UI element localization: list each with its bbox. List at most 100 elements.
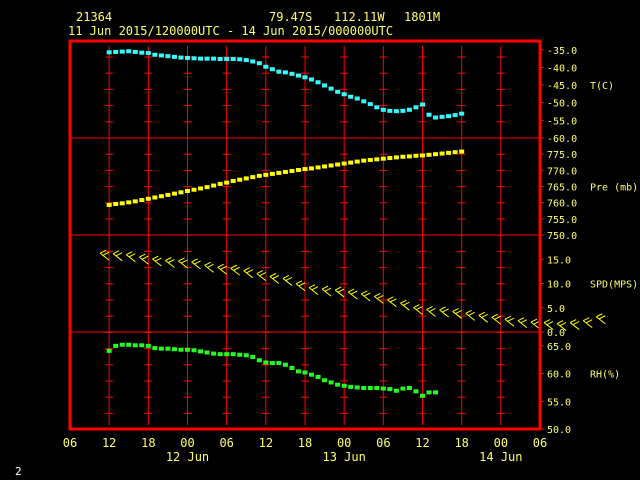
wind-barb [217, 263, 227, 275]
barb-shaft [139, 256, 149, 265]
data-point [393, 388, 399, 393]
wind-barb [334, 286, 345, 298]
barb-shaft [165, 260, 175, 268]
barb-flag [295, 280, 303, 285]
y-tick-label: -55.0 [547, 116, 577, 127]
data-point [354, 96, 360, 101]
barb-flag [256, 270, 264, 275]
barb-flag [181, 259, 188, 264]
barb-flag [403, 301, 410, 306]
data-point [380, 386, 386, 391]
barb-flag [350, 290, 358, 295]
data-point [276, 69, 282, 74]
barb-shaft [178, 260, 188, 269]
data-point [119, 201, 125, 206]
data-point [426, 112, 432, 117]
barb-flag [191, 258, 198, 263]
data-point [139, 343, 145, 348]
wind-barb [556, 320, 567, 331]
barb-shaft [321, 288, 332, 297]
data-point [387, 387, 393, 392]
wind-barb [347, 288, 358, 300]
barb-flag [559, 322, 567, 326]
y-tick-label: 55.0 [547, 397, 571, 408]
data-point [204, 350, 210, 355]
data-point [126, 49, 132, 54]
data-point [374, 157, 380, 162]
y-tick-label: -40.0 [547, 63, 577, 74]
data-point [165, 54, 171, 59]
axis-labels: -35.0 -40.0 -45.0 -50.0 -55.0 -60.0 T(C) 775.0 7… [63, 46, 638, 464]
barb-flag [129, 253, 136, 258]
wind-barb [569, 319, 580, 330]
barb-flag [455, 309, 462, 314]
y-tick-label: 60.0 [547, 370, 571, 381]
x-tick-label: 06 [63, 436, 77, 450]
data-point [367, 157, 373, 162]
barb-shaft [595, 316, 606, 325]
y-tick-label: 775.0 [547, 150, 577, 161]
wind-barb [491, 313, 502, 325]
barb-flag [321, 285, 329, 290]
data-point [341, 161, 347, 166]
barb-shaft [582, 320, 593, 329]
data-point [315, 165, 321, 170]
barb-flag [220, 265, 227, 270]
latitude: 79.47S [269, 10, 313, 24]
data-point [400, 386, 406, 391]
barb-flag [468, 311, 475, 316]
barb-flag [246, 269, 254, 274]
barb-flag [517, 317, 525, 322]
data-point [191, 56, 197, 61]
barb-flag [390, 298, 397, 303]
data-point [171, 191, 177, 196]
barb-shaft [152, 258, 162, 267]
barb-flag [546, 321, 554, 326]
data-point [295, 369, 301, 374]
wind-barb [269, 273, 280, 284]
barb-shaft [99, 252, 110, 261]
data-point [459, 111, 465, 116]
barb-shaft [478, 314, 489, 323]
data-point [178, 190, 184, 195]
data-point [400, 108, 406, 113]
data-point [289, 168, 295, 173]
data-point [282, 362, 288, 367]
data-point [341, 92, 347, 97]
y-tick-label: -45.0 [547, 81, 577, 92]
data-point [113, 49, 119, 54]
data-point [243, 176, 249, 181]
barb-shaft [439, 309, 449, 318]
barb-shaft [569, 322, 580, 330]
data-point [198, 349, 204, 354]
data-point [269, 361, 275, 366]
data-point [211, 183, 217, 188]
barb-flag [178, 257, 185, 262]
x-day-label: 12 Jun [166, 450, 209, 464]
barb-flag [494, 315, 502, 320]
data-point [361, 385, 367, 390]
barb-flag [282, 274, 290, 279]
data-point [237, 352, 243, 357]
wind-barb [360, 290, 371, 302]
data-point [250, 59, 256, 64]
data-point [132, 49, 138, 54]
y-tick-label: 0.0 [547, 328, 565, 339]
data-point [224, 352, 230, 357]
y-tick-label: 10.0 [547, 280, 571, 291]
data-point [452, 150, 458, 155]
longitude: 112.11W [334, 10, 385, 24]
barb-shaft [243, 270, 254, 279]
data-point [132, 343, 138, 348]
y-tick-label: 760.0 [547, 199, 577, 210]
panel-label: SPD(MPS) [590, 280, 638, 291]
data-point [420, 153, 425, 158]
wind-barb [139, 253, 149, 265]
wind-barb [165, 257, 175, 268]
data-point [361, 158, 367, 163]
wind-barb [582, 317, 593, 329]
data-point [282, 169, 288, 174]
barb-flag [207, 263, 214, 268]
data-point [106, 202, 112, 207]
data-point [217, 56, 223, 61]
